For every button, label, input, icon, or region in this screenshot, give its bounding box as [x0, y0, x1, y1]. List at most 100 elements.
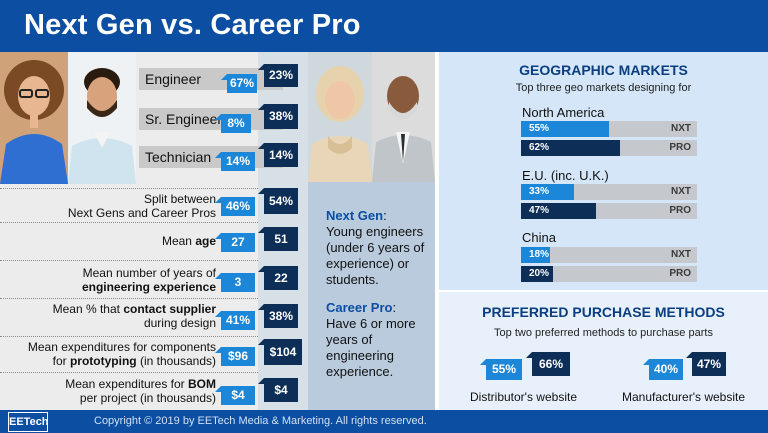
next-gen-badge: 8%: [221, 114, 251, 133]
next-gen-definition: Next Gen: Young engineers (under 6 years…: [326, 208, 425, 287]
geo-bar-pro: [521, 203, 597, 219]
badge-notch: [258, 188, 264, 194]
career-pro-badge: 66%: [532, 352, 570, 376]
badge-notch: [643, 359, 649, 365]
photo-older-woman: [308, 52, 372, 182]
career-pro-badge: 22: [264, 266, 298, 290]
divider: [0, 372, 258, 373]
divider: [0, 188, 258, 189]
badge-notch: [258, 304, 264, 310]
photo-older-man: [372, 52, 435, 182]
badge-notch: [215, 197, 221, 203]
career-pro-badge: 38%: [264, 304, 298, 328]
geo-bar-value: 20%: [529, 268, 550, 279]
badge-notch: [215, 233, 221, 239]
geo-bar-track: 55% NXT: [521, 121, 697, 137]
stat-label: Mean age: [161, 234, 216, 248]
page-title: Next Gen vs. Career Pro: [24, 9, 361, 41]
stat-label: Mean expenditures for BOM per project (in…: [65, 377, 216, 405]
next-gen-badge: 3: [221, 273, 255, 292]
badge-notch: [258, 143, 264, 149]
geo-bar-value: 55%: [529, 123, 550, 134]
badge-notch: [215, 347, 221, 353]
role-row-engineer: Engineer: [139, 68, 283, 90]
geo-region-label: China: [522, 230, 556, 245]
geo-bar-nxt: [521, 121, 609, 137]
geo-bar-track: 62% PRO: [521, 140, 697, 156]
career-pro-badge: 38%: [264, 104, 298, 129]
career-pro-badge: 47%: [692, 352, 726, 376]
geo-bar-pro: [521, 140, 621, 156]
geo-bar-tag: NXT: [671, 123, 691, 134]
geo-region-label: E.U. (inc. U.K.): [522, 168, 609, 183]
role-row-technician: Technician: [139, 146, 283, 168]
photo-young-man: [68, 52, 136, 184]
career-pro-badge: 14%: [264, 143, 298, 167]
badge-notch: [258, 104, 264, 110]
badge-notch: [258, 339, 264, 345]
badge-notch: [526, 352, 532, 358]
stat-label: Split between Next Gens and Career Pros: [67, 192, 216, 220]
geo-subtitle: Top three geo markets designing for: [515, 82, 692, 94]
next-gen-badge: 46%: [221, 197, 255, 216]
badge-notch: [258, 378, 264, 384]
next-gen-badge: 67%: [227, 74, 257, 93]
geo-bar-value: 33%: [529, 186, 550, 197]
geo-bar-track: 33% NXT: [521, 184, 697, 200]
geo-bar-track: 20% PRO: [521, 266, 697, 282]
purchase-subtitle: Top two preferred methods to purchase pa…: [494, 327, 713, 339]
geo-bar-value: 62%: [529, 142, 550, 153]
divider: [0, 336, 258, 337]
geo-bar-track: 47% PRO: [521, 203, 697, 219]
geo-bar-pro: [521, 266, 553, 282]
geo-bar-nxt: [521, 247, 550, 263]
geo-bar-value: 47%: [529, 205, 550, 216]
geo-region-label: North America: [522, 105, 605, 120]
geo-bar-value: 18%: [529, 249, 550, 260]
geo-bar-tag: NXT: [671, 249, 691, 260]
career-pro-badge: $4: [264, 378, 298, 402]
stat-label: Mean expenditures for components for prot…: [27, 340, 216, 368]
purchase-method-label: Distributor's website: [470, 390, 577, 404]
divider: [0, 260, 258, 261]
divider: [0, 298, 258, 299]
purchase-methods-panel: [439, 292, 768, 410]
role-label: Engineer: [145, 71, 202, 87]
eetech-logo: EETech: [8, 412, 49, 432]
geo-bar-nxt: [521, 184, 574, 200]
badge-notch: [480, 359, 486, 365]
badge-notch: [215, 311, 221, 317]
geo-bar-tag: PRO: [669, 205, 691, 216]
role-label: Sr. Engineer: [145, 111, 223, 127]
career-pro-definition: Career Pro: Have 6 or more years of engi…: [326, 300, 416, 379]
badge-notch: [215, 386, 221, 392]
stat-label: Mean number of years of engineering exper…: [81, 266, 216, 294]
divider: [0, 222, 258, 223]
next-gen-badge: 27: [221, 233, 255, 252]
geo-bar-tag: PRO: [669, 268, 691, 279]
badge-notch: [258, 266, 264, 272]
geo-title: GEOGRAPHIC MARKETS: [519, 62, 688, 78]
next-gen-badge: $96: [221, 347, 255, 366]
geo-bar-track: 18% NXT: [521, 247, 697, 263]
footer: EETech Copyright © 2019 by EETech Media …: [0, 410, 768, 433]
title-bar: Next Gen vs. Career Pro: [0, 0, 768, 52]
photo-young-woman: [0, 52, 68, 184]
next-gen-badge: 55%: [486, 359, 522, 380]
role-row-sr-engineer: Sr. Engineer: [139, 108, 283, 130]
geo-bar-tag: NXT: [671, 186, 691, 197]
badge-notch: [215, 152, 221, 158]
badge-notch: [221, 74, 227, 80]
badge-notch: [215, 273, 221, 279]
purchase-method-label: Manufacturer's website: [622, 390, 746, 404]
career-pro-badge: $104: [264, 339, 302, 365]
next-gen-badge: 14%: [221, 152, 255, 171]
geo-bar-tag: PRO: [669, 142, 691, 153]
career-pro-badge: 23%: [264, 64, 298, 87]
stat-label: Mean % that contact supplier during desig…: [52, 302, 216, 330]
career-pro-badge: 51: [264, 227, 298, 251]
next-gen-badge: 41%: [221, 311, 255, 330]
purchase-title: PREFERRED PURCHASE METHODS: [482, 304, 725, 320]
career-pro-badge: 54%: [264, 188, 298, 214]
badge-notch: [258, 227, 264, 233]
